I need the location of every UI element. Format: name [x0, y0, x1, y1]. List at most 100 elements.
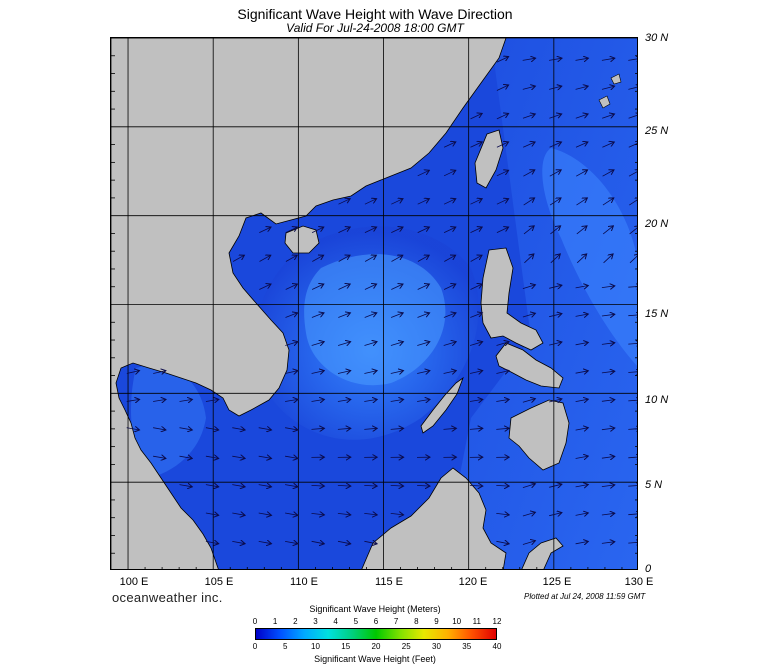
- wave-direction-arrow: [601, 58, 615, 60]
- wave-direction-arrow: [496, 428, 509, 429]
- wave-direction-arrow: [285, 313, 298, 318]
- meters-tick-label: 11: [472, 617, 481, 626]
- meters-tick-label: 3: [313, 617, 318, 626]
- wave-direction-arrow: [179, 485, 193, 487]
- wave-direction-arrow: [259, 255, 271, 262]
- wave-direction-arrow: [391, 227, 403, 233]
- wave-direction-arrow: [601, 314, 615, 316]
- wave-direction-arrow: [258, 485, 272, 487]
- wave-direction-arrow: [628, 400, 637, 401]
- wave-direction-arrow: [496, 227, 509, 233]
- wave-direction-arrow: [285, 428, 298, 430]
- wave-direction-arrow: [364, 227, 377, 233]
- wave-direction-arrow: [285, 513, 298, 515]
- wave-direction-arrow: [575, 114, 588, 119]
- wave-direction-arrow: [232, 541, 245, 543]
- wave-direction-arrow: [602, 170, 614, 177]
- wave-direction-arrow: [311, 313, 324, 318]
- feet-tick-label: 0: [252, 642, 258, 651]
- feet-tick-label: 15: [341, 642, 351, 651]
- wave-direction-arrow: [311, 342, 325, 346]
- wave-direction-arrow: [338, 227, 351, 233]
- wave-direction-arrow: [391, 284, 403, 290]
- wave-direction-arrow: [153, 399, 166, 401]
- wave-direction-arrow: [601, 485, 615, 487]
- wave-direction-arrow: [444, 255, 455, 262]
- wave-direction-arrow: [470, 199, 483, 205]
- wave-direction-arrow: [575, 513, 589, 516]
- wave-direction-arrow: [443, 313, 456, 318]
- wave-direction-arrow: [417, 227, 430, 233]
- wave-direction-arrow: [205, 456, 219, 458]
- wave-direction-arrow: [628, 142, 637, 148]
- colorbar-title-feet: Significant Wave Height (Feet): [314, 654, 436, 664]
- wave-direction-arrow: [575, 58, 589, 60]
- wave-direction-arrow: [390, 428, 404, 429]
- wave-direction-arrow: [205, 541, 219, 543]
- wave-direction-arrow: [259, 227, 271, 233]
- wave-direction-arrow: [522, 399, 536, 403]
- wave-direction-arrow: [601, 542, 615, 544]
- wave-direction-arrow: [153, 371, 166, 374]
- meters-tick-label: 5: [353, 617, 359, 626]
- wave-direction-arrow: [232, 513, 245, 515]
- feet-tick-label: 25: [401, 642, 411, 651]
- wave-direction-arrow: [628, 343, 637, 344]
- wave-direction-arrow: [550, 254, 561, 264]
- land-taiwan: [474, 129, 504, 189]
- wave-direction-arrow: [364, 485, 377, 486]
- wave-direction-arrow: [522, 484, 536, 488]
- wave-direction-arrow: [575, 86, 589, 89]
- lat-label-15n: 15 N: [645, 308, 669, 320]
- wave-direction-arrow: [443, 227, 456, 233]
- wave-direction-arrow: [311, 399, 325, 401]
- wave-direction-arrow: [575, 286, 589, 288]
- wave-direction-arrow: [470, 313, 482, 318]
- wave-direction-arrow: [575, 342, 589, 344]
- land-visayas: [495, 342, 564, 389]
- wave-direction-arrow: [550, 226, 560, 235]
- wave-direction-arrow: [628, 170, 637, 177]
- feet-tick-label: 35: [462, 642, 472, 651]
- wave-direction-arrow: [629, 198, 637, 206]
- wave-direction-arrow: [576, 226, 587, 235]
- wave-direction-arrow: [391, 255, 403, 262]
- wave-direction-arrow: [285, 255, 297, 262]
- wave-direction-arrow: [496, 541, 509, 544]
- wave-direction-arrow: [576, 170, 587, 177]
- wave-direction-arrow: [496, 170, 509, 177]
- wave-direction-arrow: [364, 342, 378, 346]
- wave-direction-arrow: [311, 284, 324, 290]
- wave-direction-arrow: [364, 399, 377, 401]
- wave-direction-arrow: [417, 313, 430, 318]
- wave-direction-arrow: [523, 198, 535, 206]
- wave-direction-arrow: [628, 542, 637, 543]
- wave-direction-arrow: [443, 371, 457, 374]
- wave-direction-arrow: [628, 428, 637, 429]
- feet-tick-label: 40: [492, 642, 502, 651]
- lon-label-125e: 125 E: [542, 576, 572, 588]
- wave-direction-arrow: [549, 86, 562, 89]
- wave-direction-arrow: [496, 113, 509, 120]
- lat-label-25n: 25 N: [645, 125, 669, 137]
- wave-direction-arrow: [549, 142, 562, 148]
- wave-direction-arrow: [549, 198, 561, 206]
- wave-direction-arrow: [285, 227, 298, 233]
- wave-direction-arrows: [126, 57, 637, 545]
- wave-direction-arrow: [496, 342, 510, 346]
- wave-direction-arrow: [417, 199, 430, 205]
- wave-direction-arrow: [364, 513, 377, 515]
- wave-direction-arrow: [575, 371, 589, 373]
- wave-direction-arrow: [496, 399, 509, 401]
- wave-direction-arrow: [337, 428, 351, 429]
- wave-direction-arrow: [469, 342, 483, 346]
- plotted-timestamp: Plotted at Jul 24, 2008 11:59 GMT: [524, 592, 646, 601]
- land-hainan: [284, 225, 320, 254]
- wave-direction-arrow: [602, 114, 614, 119]
- wave-direction-arrow: [338, 199, 351, 205]
- wave-direction-arrow: [285, 541, 298, 543]
- meters-tick-label: 9: [434, 617, 439, 626]
- wave-direction-arrow: [179, 428, 193, 430]
- wave-direction-arrow: [628, 315, 637, 316]
- wave-direction-arrow: [496, 371, 509, 374]
